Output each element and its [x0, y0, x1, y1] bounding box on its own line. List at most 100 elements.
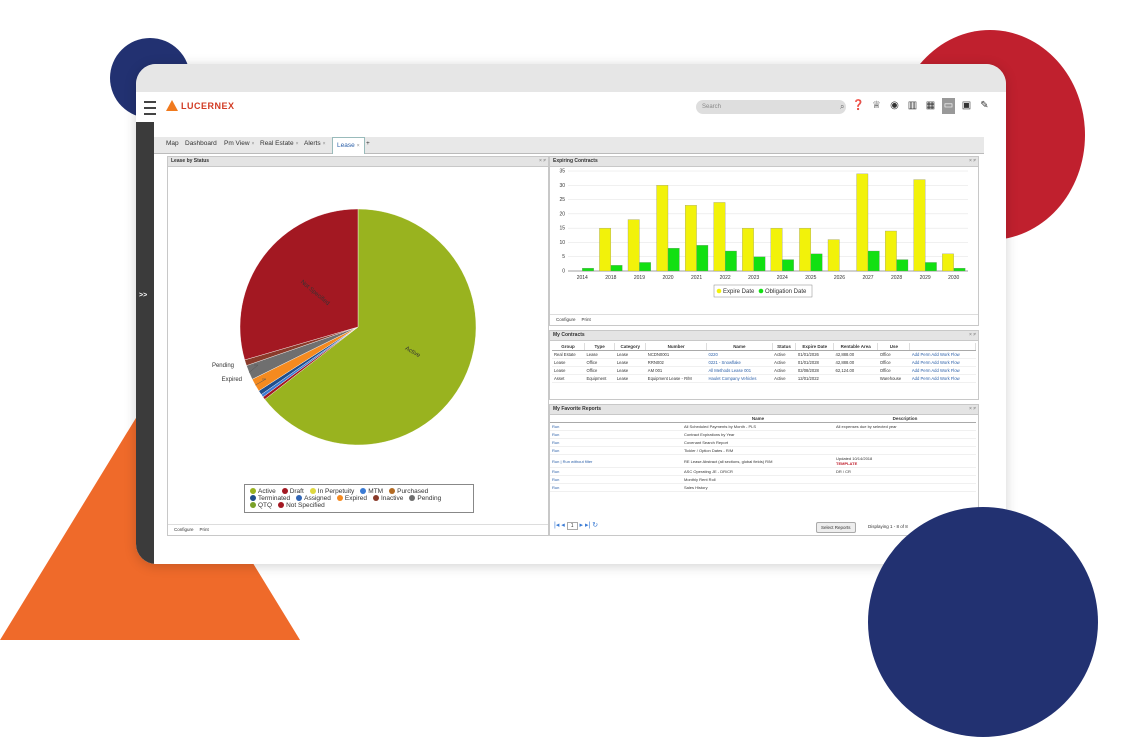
table-row[interactable]: Run Tickler / Option Dates - R/M: [550, 446, 976, 455]
column-header[interactable]: Category: [614, 343, 647, 351]
help-icon[interactable]: ❓: [852, 100, 865, 111]
column-header[interactable]: Description: [834, 415, 976, 423]
legend-item[interactable]: QTQ: [250, 502, 272, 509]
page-number-input[interactable]: 1: [566, 522, 578, 530]
next-page-icon[interactable]: ▸: [579, 522, 584, 529]
hamburger-menu-icon[interactable]: [144, 101, 156, 115]
close-icon[interactable]: ×: [251, 141, 255, 147]
tab-lease[interactable]: Lease ×: [332, 137, 365, 154]
legend-item[interactable]: Assigned: [296, 495, 331, 502]
bar-obligation-date-2025[interactable]: [810, 253, 823, 272]
run-link[interactable]: Run: [550, 467, 682, 476]
run-link[interactable]: Run: [550, 446, 682, 455]
bar-expire-date-2020[interactable]: [656, 185, 669, 272]
chart-icon[interactable]: ▥: [907, 100, 918, 111]
bar-obligation-date-2024[interactable]: [782, 259, 794, 272]
table-row[interactable]: Run | Run without filter RE Lease Abstrac…: [550, 454, 976, 468]
table-cell[interactable]: All Methods Lease 001: [706, 366, 773, 375]
wrench-icon[interactable]: ✎: [980, 100, 989, 111]
column-header[interactable]: Name: [706, 343, 773, 351]
logo[interactable]: LUCERNEX: [166, 100, 235, 111]
close-icon[interactable]: ×: [322, 141, 326, 147]
legend-item[interactable]: Inactive: [372, 495, 403, 502]
column-header[interactable]: Number: [645, 343, 707, 351]
table-cell[interactable]: Add Perm Add Work Flow: [909, 374, 976, 383]
table-row[interactable]: Run Monthly Rent Roll: [550, 475, 976, 484]
legend-item[interactable]: Purchased: [389, 488, 428, 495]
prev-page-icon[interactable]: ◂: [561, 522, 565, 529]
bar-expire-date-2022[interactable]: [713, 202, 726, 272]
legend-item[interactable]: Terminated: [250, 495, 290, 502]
table-row[interactable]: Asset Equipment Lease Equipment Lease - R/M…: [552, 374, 976, 383]
column-header[interactable]: Rentable Area: [833, 343, 879, 351]
table-row[interactable]: Run Covenant Search Report: [550, 438, 976, 447]
table-row[interactable]: Run Sales History: [550, 483, 976, 492]
table-cell[interactable]: Haulet Company Vehicles: [706, 374, 773, 383]
legend-label[interactable]: Expire Date: [723, 289, 755, 295]
tab-alerts[interactable]: Alerts ×: [304, 140, 326, 147]
panel-controls[interactable]: × ≠: [968, 332, 976, 338]
legend-item[interactable]: Pending: [409, 495, 441, 502]
eye-icon[interactable]: ◉: [890, 100, 899, 111]
table-cell[interactable]: Add Perm Add Work Flow: [909, 358, 976, 367]
run-link[interactable]: Run: [550, 430, 682, 439]
panel-controls[interactable]: × ≠: [968, 158, 976, 164]
tab-pm-view[interactable]: Pm View ×: [224, 140, 254, 147]
bar-expire-date-2027[interactable]: [856, 173, 869, 272]
bar-obligation-date-2027[interactable]: [867, 250, 880, 272]
legend-item[interactable]: In Perpetuity: [309, 488, 354, 495]
legend-item[interactable]: MTM: [360, 488, 383, 495]
tab-map[interactable]: Map: [166, 140, 179, 147]
panel-controls[interactable]: × ≠: [538, 158, 546, 164]
run-link[interactable]: Run: [550, 475, 682, 484]
table-row[interactable]: Real Estate Lease Lease NCDN0001 0220 Active 0…: [552, 350, 976, 359]
expand-sidebar-button[interactable]: >>: [139, 292, 148, 299]
table-row[interactable]: Lease Office Lease RRN002 0221 - Snowflake Ac…: [552, 358, 976, 367]
table-cell[interactable]: 0221 - Snowflake: [706, 358, 773, 367]
bar-expire-date-2025[interactable]: [799, 227, 812, 272]
configure-link[interactable]: Configure: [556, 317, 576, 322]
configure-link[interactable]: Configure: [174, 527, 194, 532]
briefcase-icon[interactable]: ▣: [961, 100, 972, 111]
bar-expire-date-2024[interactable]: [770, 227, 783, 272]
column-header[interactable]: Group: [552, 343, 585, 351]
last-page-icon[interactable]: ▸|: [584, 522, 591, 529]
close-icon[interactable]: ×: [356, 143, 360, 149]
legend-item[interactable]: Active: [250, 488, 276, 495]
column-header[interactable]: Expire Date: [795, 343, 835, 351]
run-link[interactable]: Run: [550, 438, 682, 447]
bar-expire-date-2029[interactable]: [913, 179, 926, 272]
tab-real-estate[interactable]: Real Estate ×: [260, 140, 299, 147]
legend-label[interactable]: Obligation Date: [765, 289, 807, 295]
table-row[interactable]: Run All Scheduled Payments by Month - PLS…: [550, 422, 976, 431]
bar-obligation-date-2014[interactable]: [582, 267, 594, 272]
bar-obligation-date-2022[interactable]: [724, 250, 737, 272]
column-header[interactable]: Status: [772, 343, 797, 351]
print-link[interactable]: Print: [581, 317, 591, 322]
bar-expire-date-2019[interactable]: [627, 219, 640, 272]
run-link[interactable]: Run: [550, 483, 682, 492]
select-reports-button[interactable]: Select Reports: [816, 522, 856, 533]
close-icon[interactable]: ×: [295, 141, 299, 147]
legend-item[interactable]: Draft: [281, 488, 304, 495]
bar-obligation-date-2021[interactable]: [696, 245, 709, 272]
calendar-icon[interactable]: ▦: [925, 100, 936, 111]
table-row[interactable]: Run ASC Operating JE - DR/CR DR / CR: [550, 467, 976, 476]
bar-expire-date-2023[interactable]: [742, 227, 754, 272]
bar-expire-date-2018[interactable]: [599, 227, 612, 272]
bar-obligation-date-2028[interactable]: [896, 259, 909, 272]
bar-expire-date-2021[interactable]: [684, 205, 697, 272]
table-cell[interactable]: Add Perm Add Work Flow: [909, 350, 976, 359]
bar-obligation-date-2030[interactable]: [953, 267, 966, 272]
legend-item[interactable]: Expired: [336, 495, 367, 502]
search-icon[interactable]: ⌕: [840, 102, 845, 111]
table-row[interactable]: Lease Office Lease AM 001 All Methods Lease …: [552, 366, 976, 375]
print-link[interactable]: Print: [199, 527, 209, 532]
monitor-icon[interactable]: ▭: [942, 98, 955, 114]
legend-item[interactable]: Not Specified: [278, 502, 325, 509]
first-page-icon[interactable]: |◂: [554, 522, 560, 529]
run-link[interactable]: Run | Run without filter: [550, 454, 682, 468]
bar-obligation-date-2019[interactable]: [639, 262, 652, 272]
bar-expire-date-2028[interactable]: [884, 230, 897, 272]
pie-slice-not-specified[interactable]: [239, 208, 359, 361]
